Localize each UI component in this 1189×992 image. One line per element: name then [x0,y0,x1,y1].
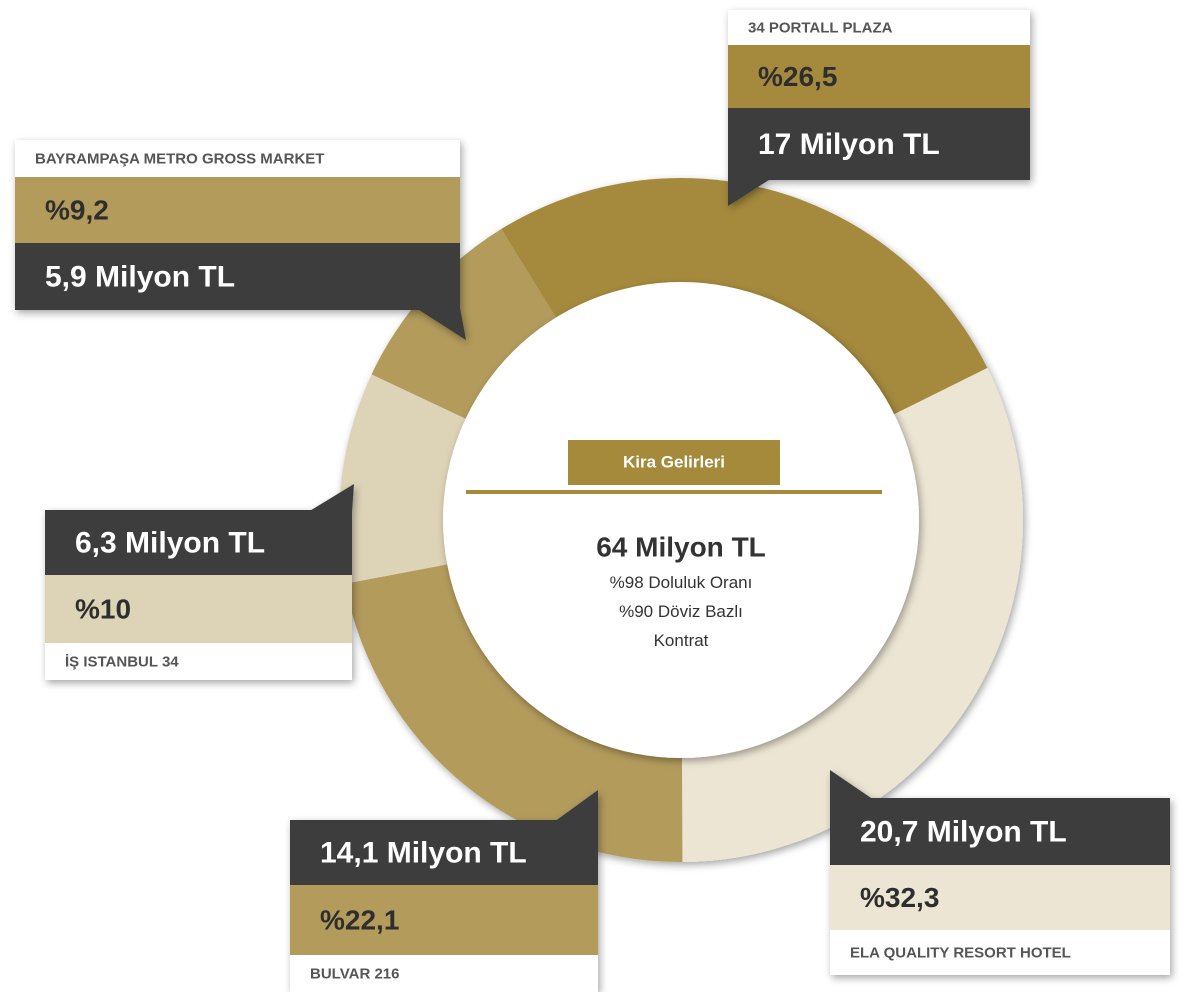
center-line: %90 Döviz Bazlı Kontrat [619,602,743,650]
callout [728,10,1030,206]
amount-row [830,798,1170,865]
callout [290,790,598,992]
callouts: 34 PORTALL PLAZA %26,5 17 Milyon TL 20,7 Mi… [15,10,1170,992]
pct-label: %32,3 [860,882,939,913]
callout [45,484,354,680]
callout-title: BAYRAMPAŞA METRO GROSS MARKET [35,150,324,167]
pct-label: %22,1 [320,904,399,935]
amount-row [45,510,352,575]
pct-row [15,177,460,243]
amount-label: 17 Milyon TL [758,128,940,161]
pct-row [728,45,1030,108]
callout [15,140,466,340]
pct-row [45,575,352,643]
total: 64 Milyon TL [596,531,766,562]
pointer [830,770,874,800]
pct-row [830,865,1170,930]
amount-label: 5,9 Milyon TL [45,260,235,293]
pct-row [290,885,598,955]
pct-label: %26,5 [758,61,837,92]
badge-text: Kira Gelirleri [623,452,725,471]
callout [830,770,1170,975]
amount-label: 6,3 Milyon TL [75,526,265,559]
center-line: %98 Doluluk Oranı [609,573,753,592]
pointer [416,308,466,340]
pointer [308,484,354,512]
center-lines: %98 Doluluk Oranı %90 Döviz Bazlı Kontrat [591,568,771,655]
amount-label: 20,7 Milyon TL [860,815,1067,848]
pointer [554,790,598,822]
badge [568,440,780,485]
pct-label: %10 [75,593,131,624]
callout-title: ELA QUALITY RESORT HOTEL [850,944,1071,961]
callout-title: İŞ ISTANBUL 34 [65,653,179,670]
callout-title: BULVAR 216 [310,965,399,982]
amount-row [15,243,460,310]
pointer [728,178,772,206]
pct-label: %9,2 [45,194,109,225]
center-circle [443,282,919,758]
callout-title: 34 PORTALL PLAZA [748,19,893,36]
amount-row [290,820,598,885]
amount-row [728,108,1030,180]
amount-label: 14,1 Milyon TL [320,836,527,869]
